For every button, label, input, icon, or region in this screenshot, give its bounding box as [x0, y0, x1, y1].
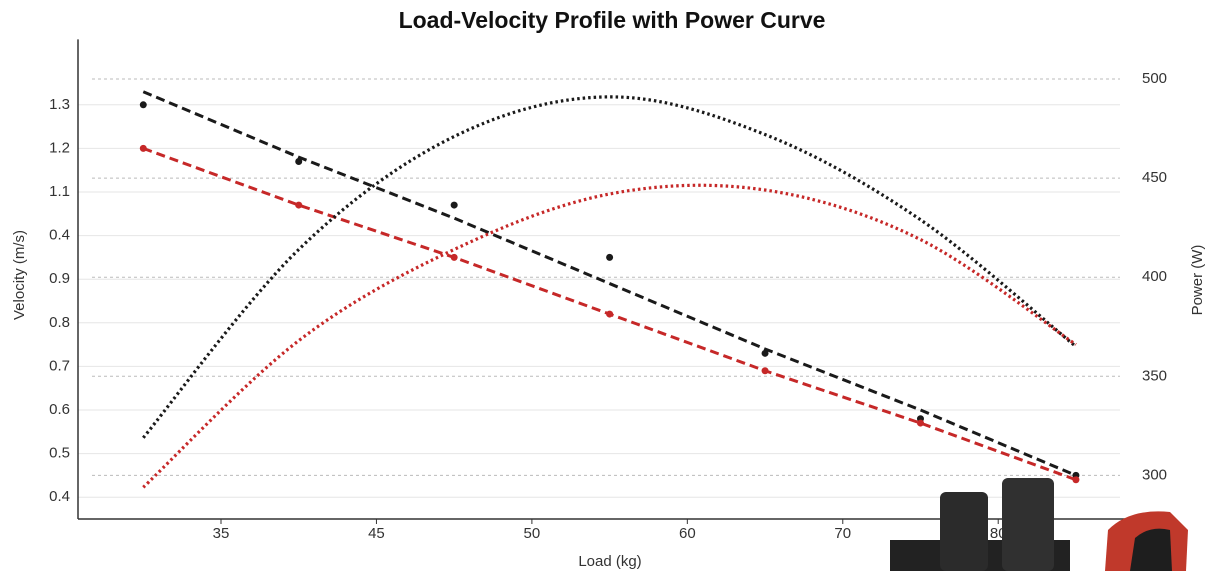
y-tick-label: 0.8 — [49, 314, 70, 331]
y2-tick-label: 350 — [1142, 367, 1167, 384]
y-tick-label: 0.4 — [49, 227, 70, 244]
data-point — [761, 349, 769, 357]
y2-tick-label: 300 — [1142, 466, 1167, 483]
power-curve — [142, 183, 1077, 489]
chart-title: Load-Velocity Profile with Power Curve — [399, 7, 826, 33]
x-axis-label: Load (kg) — [578, 553, 641, 570]
y-tick-label: 1.1 — [49, 183, 70, 200]
y-tick-label: 0.9 — [49, 270, 70, 287]
equipment-image — [890, 478, 1188, 571]
fit-line — [142, 90, 1077, 477]
data-point — [139, 101, 147, 109]
y-tick-label: 0.5 — [49, 445, 70, 462]
x-tick-label: 50 — [524, 525, 541, 542]
y-tick-label: 1.3 — [49, 96, 70, 113]
x-tick-label: 70 — [834, 525, 851, 542]
data-point — [450, 201, 458, 209]
power-curve — [142, 95, 1077, 439]
data-point — [295, 157, 303, 165]
y-tick-label: 0.7 — [49, 357, 70, 374]
y-tick-label: 1.2 — [49, 139, 70, 156]
x-tick-label: 35 — [213, 525, 230, 542]
y2-tick-label: 450 — [1142, 169, 1167, 186]
data-point — [606, 253, 614, 261]
y2-tick-label: 500 — [1142, 70, 1167, 87]
y-axis-label: Velocity (m/s) — [11, 230, 28, 320]
x-tick-label: 45 — [368, 525, 385, 542]
y-tick-label: 0.4 — [49, 488, 70, 505]
y2-axis-label: Power (W) — [1189, 245, 1206, 316]
y2-tick-label: 400 — [1142, 268, 1167, 285]
data-point — [295, 201, 303, 209]
x-tick-label: 60 — [679, 525, 696, 542]
y-tick-label: 0.6 — [49, 401, 70, 418]
fit-line — [142, 146, 1077, 482]
